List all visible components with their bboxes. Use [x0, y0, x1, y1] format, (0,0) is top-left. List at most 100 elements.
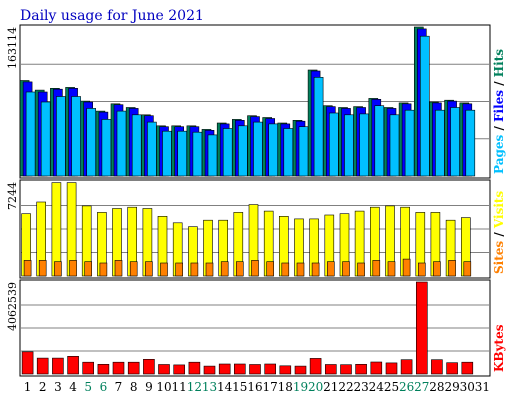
bar-pages-day-2	[40, 101, 51, 177]
day-label: 4	[69, 380, 77, 394]
bar-pages-day-3	[56, 96, 66, 177]
legend-kbytes: KBytes	[492, 324, 506, 372]
bar-kbytes-day-17	[264, 363, 277, 375]
bar-pages-day-25	[389, 114, 400, 177]
bar-pages-day-26	[404, 109, 415, 177]
day-label: 6	[100, 380, 108, 394]
bar-pages-day-10	[162, 130, 172, 177]
day-label: 1	[24, 380, 32, 394]
bar-pages-day-23	[359, 113, 369, 177]
bar-kbytes-day-24	[370, 361, 383, 375]
bar-sites-day-22	[342, 261, 350, 277]
bar-sites-day-13	[205, 262, 214, 277]
bar-pages-day-27	[419, 35, 430, 177]
day-label: 2	[39, 380, 47, 394]
bar-kbytes-day-30	[461, 361, 474, 375]
bar-pages-day-8	[131, 114, 142, 177]
bar-pages-day-29	[450, 107, 460, 177]
legend-entry-kbytes: KBytes	[492, 324, 506, 372]
day-label: 27	[414, 380, 429, 394]
bar-pages-day-21	[328, 112, 339, 177]
day-label: 19	[293, 380, 308, 394]
bar-sites-day-20	[311, 262, 320, 277]
bar-kbytes-day-25	[385, 362, 398, 375]
bar-pages-day-22	[344, 114, 354, 177]
bar-sites-day-5	[84, 261, 92, 277]
bar-kbytes-day-15	[234, 363, 246, 375]
bar-kbytes-day-29	[446, 362, 458, 375]
bar-pages-day-4	[71, 96, 81, 177]
bar-sites-day-21	[326, 261, 335, 277]
series-sites	[23, 258, 472, 277]
bar-sites-day-2	[38, 260, 47, 277]
bar-sites-day-9	[145, 261, 153, 277]
day-axis-labels: 1 2 3 4 5 6 7 8 9 10 11 12 13 14 15 16 17 18 19 20 21 22 23 24 2…	[24, 380, 490, 394]
bar-kbytes-day-1	[21, 351, 34, 375]
bar-sites-day-17	[266, 261, 275, 277]
day-label: 30	[460, 380, 475, 394]
series-kbytes	[21, 281, 474, 375]
y-max-label: 163114	[6, 27, 19, 69]
day-label: 5	[84, 380, 92, 394]
bar-sites-day-10	[160, 262, 168, 277]
day-label: 17	[263, 380, 278, 394]
bar-sites-day-23	[357, 262, 365, 277]
bar-sites-day-28	[433, 261, 441, 277]
bar-kbytes-day-21	[324, 364, 337, 375]
y-max-label: 4062539	[6, 282, 19, 331]
bar-pages-day-11	[177, 130, 187, 177]
legend-entry-pages: Pages	[492, 134, 506, 174]
bar-kbytes-day-9	[143, 358, 155, 375]
bar-kbytes-day-20	[309, 358, 322, 375]
bar-sites-day-7	[114, 260, 123, 277]
day-label: 10	[156, 380, 171, 394]
bar-kbytes-day-26	[400, 359, 413, 375]
day-label: 24	[369, 380, 385, 394]
bar-kbytes-day-23	[355, 363, 367, 375]
day-label: 12	[187, 380, 202, 394]
legend-hits: Pages / Files / Hits	[492, 49, 506, 174]
legend-entry-files: Files	[492, 90, 506, 122]
bar-sites-day-18	[281, 262, 290, 277]
chart-panels: 163114 Pages / Files / Hits 7244 Sites / Vi…	[6, 24, 506, 377]
bar-kbytes-day-7	[112, 361, 125, 375]
bar-sites-day-6	[99, 262, 108, 277]
bar-pages-day-18	[283, 128, 294, 177]
bar-pages-day-16	[253, 121, 263, 177]
bar-kbytes-day-2	[36, 357, 49, 375]
bar-sites-day-15	[236, 261, 244, 277]
bar-kbytes-day-22	[340, 364, 352, 375]
day-label: 26	[399, 380, 414, 394]
day-label: 9	[145, 380, 153, 394]
day-label: 7	[115, 380, 123, 394]
bar-sites-day-29	[448, 260, 456, 277]
bar-kbytes-day-8	[127, 361, 140, 375]
bar-sites-day-30	[463, 261, 472, 277]
bar-sites-day-25	[387, 261, 396, 277]
legend-entry-sites: Sites	[492, 241, 506, 274]
bar-kbytes-day-10	[158, 364, 170, 375]
bar-sites-day-16	[251, 260, 259, 277]
series-pages	[25, 35, 476, 177]
bar-kbytes-day-18	[279, 365, 292, 375]
bar-pages-day-9	[147, 121, 157, 177]
bar-pages-day-20	[313, 77, 324, 177]
bar-kbytes-day-13	[203, 365, 216, 375]
bar-sites-day-12	[190, 262, 199, 277]
day-label: 28	[429, 380, 444, 394]
bar-pages-day-13	[207, 134, 218, 177]
bar-pages-day-6	[101, 119, 112, 177]
bar-pages-day-30	[465, 109, 476, 177]
bar-pages-day-14	[222, 128, 233, 177]
legend-entry-visits: Visits	[492, 191, 506, 230]
y-max-label: 7244	[6, 182, 19, 210]
day-label: 8	[130, 380, 138, 394]
legend-separator: /	[492, 77, 506, 90]
bar-kbytes-day-3	[52, 357, 64, 375]
bar-kbytes-day-27	[415, 281, 428, 375]
bar-sites-day-19	[296, 262, 305, 277]
bar-pages-day-7	[116, 110, 127, 177]
bar-sites-day-27	[417, 262, 426, 277]
bar-kbytes-day-14	[218, 363, 231, 375]
